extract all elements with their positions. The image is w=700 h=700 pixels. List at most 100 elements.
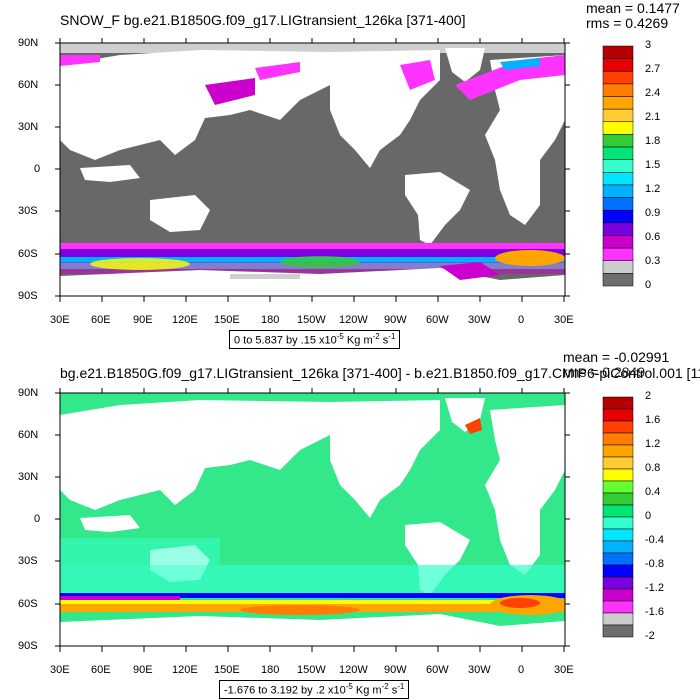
panel2-lat-ticks — [55, 392, 570, 647]
colorbar-swatch — [602, 247, 634, 261]
colorbar-tick-label: 2.4 — [645, 87, 661, 99]
colorbar-tick-label: 1.2 — [645, 438, 661, 450]
colorbar-swatch — [602, 528, 634, 542]
colorbar-swatch — [602, 71, 634, 85]
panel1-lat-ticks — [55, 42, 570, 297]
colorbar-swatch — [602, 273, 634, 287]
panel2-lat-label-90s: 90S — [18, 640, 38, 652]
panel1-lat-label-0: 0 — [34, 163, 41, 175]
colorbar-tick-label: 0 — [645, 279, 652, 291]
panel1-lon-label: 90W — [384, 314, 407, 326]
colorbar-swatch — [602, 134, 634, 148]
range-units: Kg m — [343, 334, 373, 347]
colorbar-swatch — [602, 58, 634, 72]
colorbar-swatch — [602, 159, 634, 173]
range-units-exp: -2 — [372, 332, 380, 341]
colorbar-swatch — [602, 184, 634, 198]
panel2-lon-label: 30W — [468, 664, 491, 676]
panel2-colorbar — [602, 396, 634, 638]
panel2-lon-label: 90W — [384, 664, 407, 676]
colorbar-tick-label: 0 — [645, 510, 652, 522]
colorbar-tick-label: -1.2 — [645, 582, 664, 594]
panel1-lon-label: 60W — [426, 314, 449, 326]
panel2-contour-range: -1.676 to 3.192 by .2 x10-5 Kg m-2 s-1 — [219, 680, 410, 699]
colorbar-swatch — [602, 209, 634, 224]
panel2-rms: rms = 0.2849 — [563, 364, 646, 380]
panel1-lon-label: 180 — [261, 314, 280, 326]
colorbar-tick-label: 2.1 — [645, 111, 661, 123]
colorbar-swatch — [602, 612, 634, 626]
colorbar-swatch — [602, 396, 634, 410]
panel1-lon-label: 30W — [468, 314, 491, 326]
panel1-lon-label: 30E — [50, 314, 70, 326]
colorbar-swatch — [602, 197, 634, 211]
panel2-lon-ticks — [59, 388, 565, 652]
colorbar-swatch — [602, 468, 634, 482]
colorbar-tick-label: -0.4 — [645, 534, 664, 546]
colorbar-swatch — [602, 600, 634, 614]
colorbar-swatch — [602, 480, 634, 494]
colorbar-swatch — [602, 564, 634, 578]
panel2-lon-label: 30E — [50, 664, 70, 676]
panel1-lon-label: 150E — [214, 314, 240, 326]
colorbar-swatch — [602, 235, 634, 249]
colorbar-tick-label: -0.8 — [645, 558, 664, 570]
range-units-exp: -2 — [381, 682, 389, 691]
panel2-lon-label: 30E — [554, 664, 574, 676]
panel2-lat-label-30s: 30S — [18, 555, 38, 567]
panel2-lat-label-60n: 60N — [18, 429, 39, 441]
colorbar-swatch — [602, 108, 634, 123]
panel2-lon-label: 120E — [172, 664, 198, 676]
panel2-lon-label: 90E — [133, 664, 153, 676]
panel2-lat-label-30n: 30N — [18, 471, 39, 483]
colorbar-swatch — [602, 172, 634, 186]
panel1-map — [60, 43, 565, 296]
panel1-lat-label-60s: 60S — [18, 248, 38, 260]
panel1-title: SNOW_F bg.e21.B1850G.f09_g17.LIGtransien… — [60, 12, 466, 28]
panel2-lat-label-0: 0 — [34, 513, 41, 525]
panel1-lon-label: 90E — [133, 314, 153, 326]
range-exponent: -5 — [336, 332, 344, 341]
colorbar-tick-label: 0.8 — [645, 462, 661, 474]
panel1-lat-label-60n: 60N — [18, 79, 39, 91]
colorbar-tick-label: 1.2 — [645, 183, 661, 195]
colorbar-swatch — [602, 444, 634, 458]
colorbar-swatch — [602, 540, 634, 554]
colorbar-swatch — [602, 260, 634, 274]
panel2-lon-label: 60E — [91, 664, 111, 676]
panel1-mean: mean = 0.1477 — [586, 0, 680, 16]
colorbar-swatch — [602, 432, 634, 446]
colorbar-swatch — [602, 516, 634, 530]
colorbar-tick-label: 3 — [645, 39, 652, 51]
panel1-lat-label-90s: 90S — [18, 290, 38, 302]
range-text: -1.676 to 3.192 by .2 x10 — [224, 684, 346, 697]
colorbar-swatch — [602, 492, 634, 506]
panel1-lat-label-30n: 30N — [18, 121, 39, 133]
colorbar-swatch — [602, 504, 634, 518]
panel1-lon-label: 150W — [297, 314, 326, 326]
panel2-lon-label: 120W — [339, 664, 368, 676]
panel1-colorbar — [602, 45, 634, 287]
panel2-lon-label: 150W — [297, 664, 326, 676]
colorbar-tick-label: 2 — [645, 390, 652, 402]
colorbar-swatch — [602, 420, 634, 434]
panel1-contour-range: 0 to 5.837 by .15 x10-5 Kg m-2 s-1 — [229, 330, 401, 349]
colorbar-swatch — [602, 456, 634, 470]
panel1-lon-label: 120W — [339, 314, 368, 326]
colorbar-tick-label: 1.5 — [645, 159, 661, 171]
panel1-lat-label-30s: 30S — [18, 205, 38, 217]
range-units-s: s — [388, 684, 398, 697]
panel2-lat-label-90n: 90N — [18, 387, 39, 399]
colorbar-swatch — [602, 83, 634, 97]
panel1-lon-ticks — [59, 38, 565, 302]
colorbar-swatch — [602, 222, 634, 236]
range-units: Kg m — [352, 684, 382, 697]
panel2-lon-label: 150E — [214, 664, 240, 676]
range-units-s: s — [379, 334, 389, 347]
colorbar-tick-label: -1.6 — [645, 606, 664, 618]
colorbar-swatch — [602, 576, 634, 590]
panel2-mean: mean = -0.02991 — [563, 349, 670, 365]
colorbar-swatch — [602, 552, 634, 566]
colorbar-tick-label: -2 — [645, 630, 655, 642]
panel2-title: bg.e21.B1850G.f09_g17.LIGtransient_126ka… — [60, 365, 700, 381]
